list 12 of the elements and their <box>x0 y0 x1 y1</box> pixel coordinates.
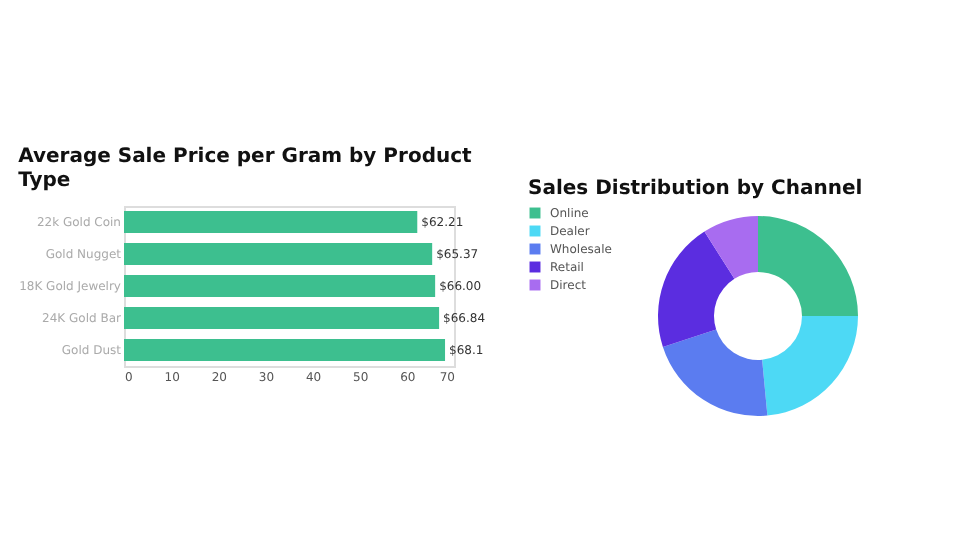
donut-slice <box>762 316 858 416</box>
donut-slice <box>662 329 768 416</box>
bar <box>124 211 418 233</box>
donut-slice <box>658 231 735 347</box>
donut-slice <box>758 216 858 316</box>
bar <box>124 243 433 265</box>
bar <box>124 307 440 329</box>
donut-slice <box>704 216 758 279</box>
bar <box>124 275 436 297</box>
chart-title: Average Sale Price per Gram by Product Type <box>18 146 473 192</box>
bar <box>124 339 446 361</box>
chart-title: Sales Distribution by Channel <box>528 178 863 200</box>
